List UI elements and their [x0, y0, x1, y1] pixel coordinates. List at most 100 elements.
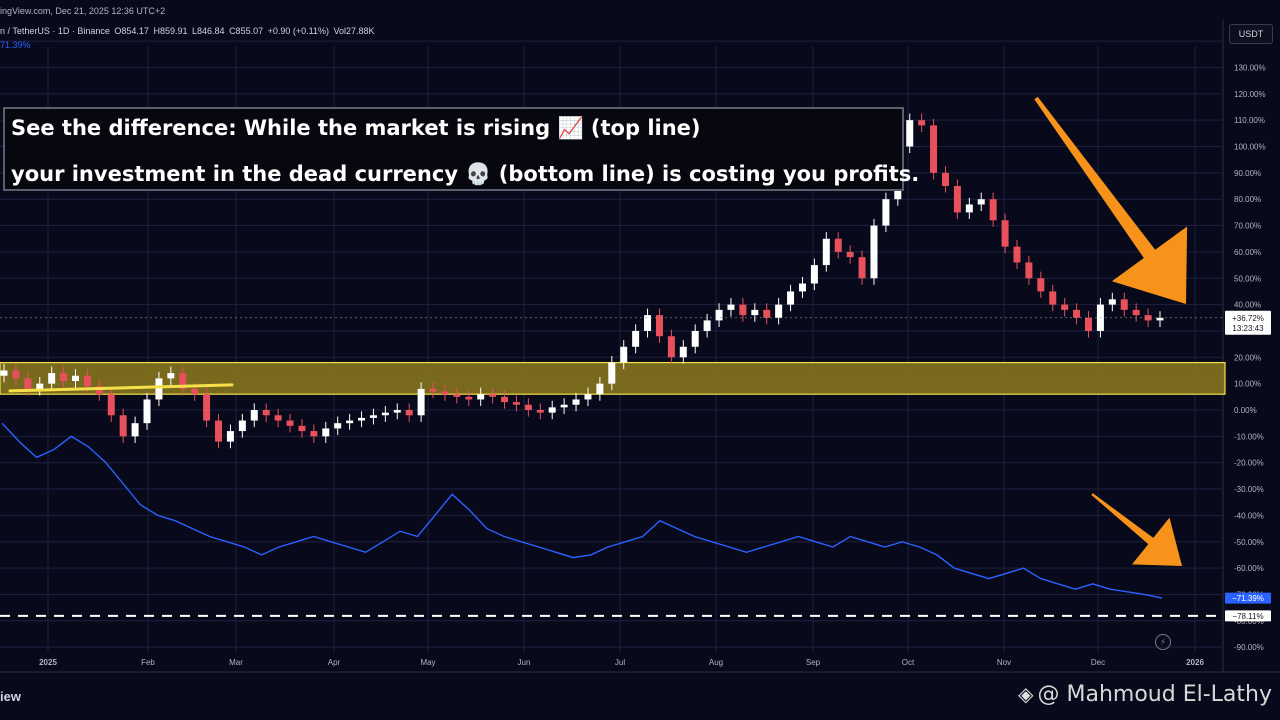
binance-icon: ◈ [1018, 682, 1034, 706]
candle [560, 404, 568, 408]
candle [572, 399, 580, 405]
candle [191, 388, 199, 395]
ohlc-close: C855.07 [229, 26, 264, 36]
y-tick-label: -30.00% [1234, 485, 1264, 494]
candle [238, 420, 246, 432]
annotation-line-2: your investment in the dead currency 💀 (… [11, 162, 920, 186]
candle [965, 204, 973, 213]
candle [262, 410, 270, 416]
candle [24, 378, 32, 389]
candle [1144, 315, 1152, 321]
candle [691, 330, 699, 347]
x-tick-label: Aug [709, 658, 723, 667]
x-tick-label: Jun [518, 658, 531, 667]
candle [751, 309, 759, 316]
candle [72, 375, 80, 382]
candle [334, 423, 342, 429]
candle [95, 386, 103, 395]
candle [727, 304, 735, 310]
candle [763, 309, 771, 318]
candle [858, 257, 866, 279]
x-tick-label: Oct [902, 658, 915, 667]
ohlc-volume: Vol27.88K [333, 26, 375, 36]
candle [119, 415, 127, 437]
candle [298, 425, 306, 432]
ohlc-low: L846.84 [192, 26, 225, 36]
candle [405, 410, 413, 416]
candle [143, 399, 151, 424]
y-tick-label: -50.00% [1234, 538, 1264, 547]
candle [1049, 291, 1057, 305]
candle [834, 238, 842, 252]
y-tick-label: -60.00% [1234, 564, 1264, 573]
candle [667, 336, 675, 358]
market-last-label: +36.72% [1232, 314, 1264, 323]
dashed-level-label: −78.11% [1232, 612, 1263, 621]
countdown-label: 13:23:43 [1232, 324, 1264, 333]
compare-value: 71.39% [0, 40, 31, 50]
currency-button[interactable]: USDT [1229, 24, 1273, 44]
candle [369, 415, 377, 418]
candle [620, 346, 628, 363]
candle [131, 423, 139, 437]
candle [1061, 304, 1069, 310]
candle [12, 370, 20, 379]
y-tick-label: 20.00% [1234, 353, 1261, 362]
candle [429, 388, 437, 392]
candle [1156, 317, 1164, 321]
candle [477, 394, 485, 400]
candle [274, 415, 282, 421]
candle [775, 304, 783, 318]
symbol-name[interactable]: n / TetherUS · 1D · Binance [0, 26, 110, 36]
candle [226, 431, 234, 442]
x-tick-label: Sep [806, 658, 821, 667]
candle [501, 396, 509, 403]
candle [346, 420, 354, 424]
candle [60, 373, 68, 382]
candle [107, 394, 115, 416]
candle [48, 373, 56, 384]
candle [608, 362, 616, 384]
candle [941, 172, 949, 187]
candle [644, 315, 652, 331]
candle [953, 186, 961, 213]
candle [417, 388, 425, 416]
candle [489, 394, 497, 397]
candle [739, 304, 747, 316]
candle [822, 238, 830, 266]
candle [393, 410, 401, 413]
candle [810, 265, 818, 284]
candle [679, 346, 687, 358]
x-tick-label: Apr [328, 658, 341, 667]
market-last-label-bg [1225, 310, 1271, 335]
candle [787, 291, 795, 305]
y-tick-label: -10.00% [1234, 432, 1264, 441]
lightning-icon[interactable]: ⚡ [1155, 634, 1171, 650]
ohlc-high: H859.91 [153, 26, 188, 36]
candle [250, 410, 258, 421]
candle [1025, 262, 1033, 279]
candle [1120, 299, 1128, 310]
candle [203, 394, 211, 421]
annotation-line-1: See the difference: While the market is … [11, 116, 701, 140]
candle [596, 383, 604, 395]
candle [512, 402, 520, 405]
ohlc-open: O854.17 [114, 26, 149, 36]
y-tick-label: 60.00% [1234, 248, 1261, 257]
candle [1001, 220, 1009, 247]
compare-series-line [1, 422, 1163, 599]
candle [1013, 246, 1021, 263]
candle [1073, 309, 1081, 318]
compare-last-label-bg [1225, 592, 1271, 604]
candle [846, 251, 854, 258]
candle [882, 199, 890, 226]
candle [83, 375, 91, 387]
candle [524, 404, 532, 410]
candle [584, 394, 592, 400]
candle [655, 315, 663, 337]
y-tick-label: -40.00% [1234, 511, 1264, 520]
y-tick-label: 50.00% [1234, 274, 1261, 283]
y-tick-label: 100.00% [1234, 143, 1266, 152]
y-tick-label: 130.00% [1234, 63, 1266, 72]
